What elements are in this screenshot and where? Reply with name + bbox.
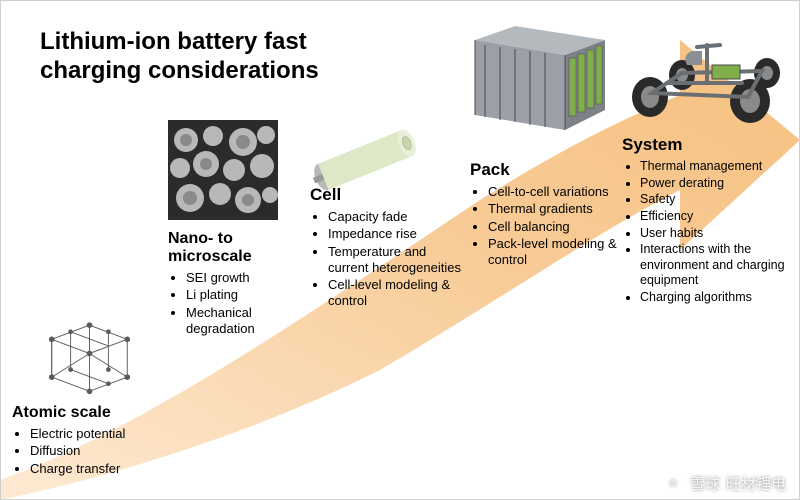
list-item: Charge transfer [30, 461, 167, 477]
list-item: Power derating [640, 176, 797, 192]
list-item: Thermal management [640, 159, 797, 175]
list-item: Electric potential [30, 426, 167, 442]
watermark-brand: 雪球 [690, 473, 720, 494]
list-item: Charging algorithms [640, 290, 797, 306]
source-watermark: ❄ 雪球 旺材锂电 [662, 472, 786, 494]
column-list: Cell-to-cell variations Thermal gradient… [470, 184, 620, 268]
list-item: Temperature and current heterogeneities [328, 244, 465, 277]
atomic-lattice-icon [12, 308, 167, 398]
list-item: SEI growth [186, 270, 318, 286]
column-nano-microscale: Nano- to microscale SEI growth Li platin… [168, 230, 318, 338]
list-item: Diffusion [30, 443, 167, 459]
diagram-title: Lithium-ion battery fast charging consid… [40, 28, 319, 86]
sem-micrograph-icon [168, 120, 278, 220]
watermark-author: 旺材锂电 [726, 473, 786, 494]
list-item: Li plating [186, 287, 318, 303]
column-pack: Pack Cell-to-cell variations Thermal gra… [470, 160, 620, 269]
list-item: Thermal gradients [488, 201, 620, 217]
list-item: Cell-to-cell variations [488, 184, 620, 200]
list-item: Mechanical degradation [186, 305, 318, 338]
column-list: Electric potential Diffusion Charge tran… [12, 426, 167, 477]
column-cell: Cell Capacity fade Impedance rise Temper… [310, 185, 465, 311]
column-system: System Thermal management Power derating… [622, 135, 797, 307]
list-item: Cell balancing [488, 219, 620, 235]
column-heading: Pack [470, 160, 620, 180]
list-item: User habits [640, 226, 797, 242]
list-item: Safety [640, 192, 797, 208]
column-atomic-scale: Atomic scale Electric potential Diffusio… [12, 308, 167, 478]
list-item: Interactions with the environment and ch… [640, 242, 797, 289]
cylindrical-cell-icon [290, 125, 440, 195]
battery-pack-icon [455, 20, 615, 140]
column-heading: Nano- to microscale [168, 230, 318, 266]
list-item: Capacity fade [328, 209, 465, 225]
list-item: Efficiency [640, 209, 797, 225]
list-item: Pack-level modeling & control [488, 236, 620, 269]
vehicle-chassis-icon [612, 15, 792, 125]
list-item: Impedance rise [328, 226, 465, 242]
column-list: Thermal management Power derating Safety… [622, 159, 797, 306]
column-heading: System [622, 135, 797, 155]
column-list: SEI growth Li plating Mechanical degrada… [168, 270, 318, 337]
column-heading: Atomic scale [12, 404, 167, 422]
xueqiu-logo-icon: ❄ [662, 472, 684, 494]
list-item: Cell-level modeling & control [328, 277, 465, 310]
column-list: Capacity fade Impedance rise Temperature… [310, 209, 465, 310]
